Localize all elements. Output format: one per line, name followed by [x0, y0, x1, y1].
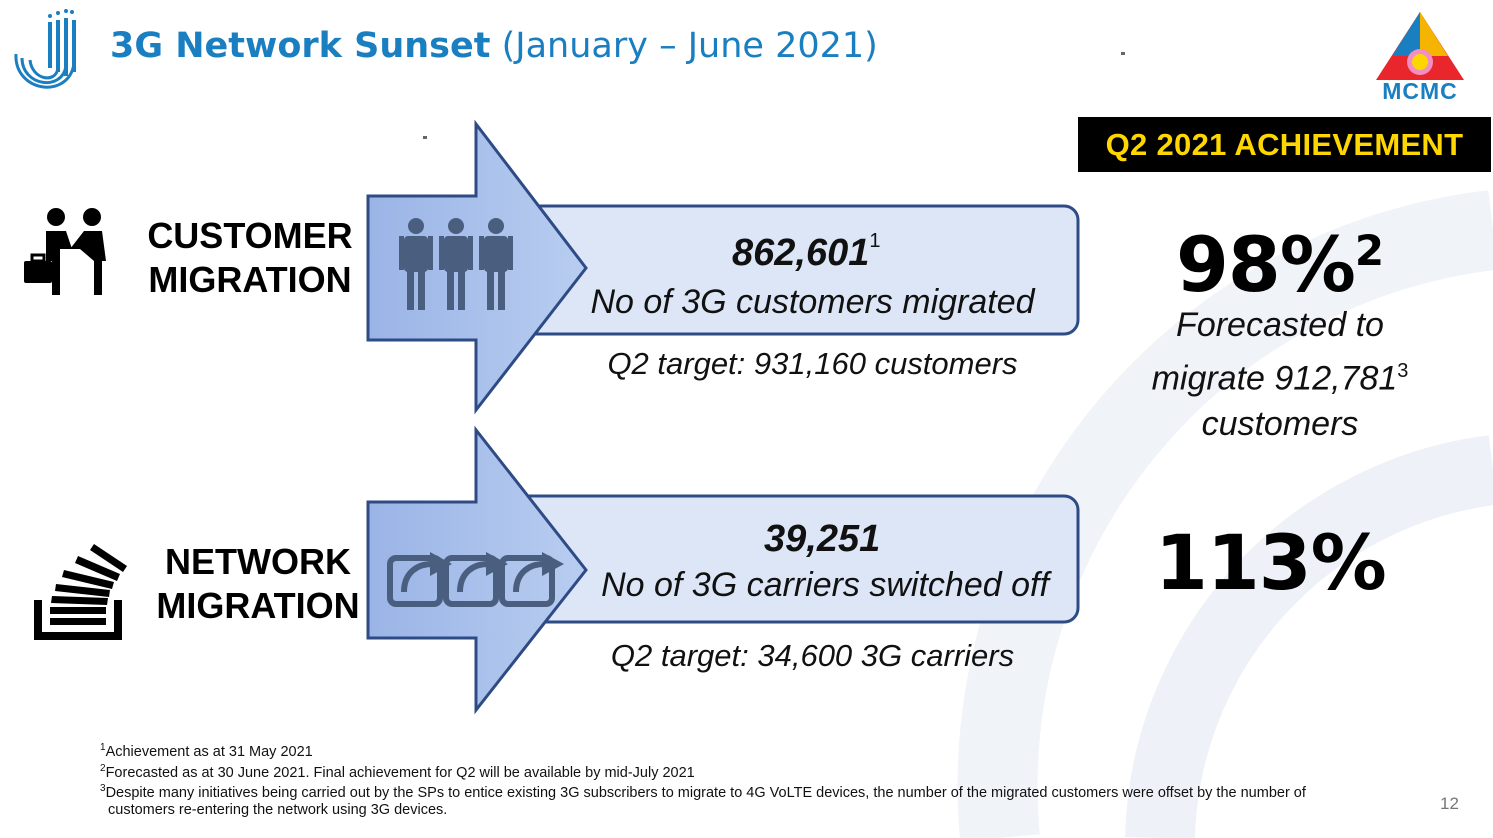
- footnote-3-text: Despite many initiatives being carried o…: [105, 784, 1306, 801]
- customer-label-line1: CUSTOMER: [147, 215, 353, 256]
- handshake-icon: [24, 208, 106, 295]
- carriers-switched-value: 39,251: [764, 518, 881, 560]
- customer-achievement-percent: 98%2: [1176, 220, 1384, 309]
- mcmc-logo-text: MCMC: [1382, 78, 1458, 104]
- footnote-3-number: 3: [100, 783, 106, 794]
- forecast-number: migrate 912,781: [1151, 359, 1398, 398]
- footnote-2: 2Forecasted as at 30 June 2021. Final ac…: [100, 759, 695, 783]
- footnote-ref-1: 1: [869, 230, 881, 253]
- forecast-line2: migrate 912,7813: [1110, 348, 1450, 401]
- customer-arrow: [366, 119, 588, 415]
- footnote-ref-3: 3: [1397, 360, 1409, 382]
- network-label-line2: MIGRATION: [156, 585, 360, 626]
- page-title: 3G Network Sunset (January – June 2021): [110, 26, 878, 66]
- footnote-1: 1Achievement as at 31 May 2021: [100, 738, 313, 762]
- forecast-line3: customers: [1201, 405, 1359, 444]
- customers-migrated-number: 862,601: [732, 232, 870, 274]
- decorative-dot: [423, 136, 427, 139]
- footnote-1-text: Achievement as at 31 May 2021: [105, 743, 313, 760]
- people-group-icon: [399, 218, 513, 310]
- footnote-2-text: Forecasted as at 30 June 2021. Final ach…: [105, 764, 695, 781]
- title-bold: 3G Network Sunset: [110, 26, 491, 66]
- customer-target: Q2 target: 931,160 customers: [607, 346, 1018, 381]
- network-achievement-percent: 113%: [1155, 518, 1387, 607]
- mcmc-logo: [1376, 12, 1464, 80]
- customers-migrated-value: 862,6011: [732, 230, 881, 275]
- stacked-network-icon: [34, 544, 127, 640]
- decorative-dot: [1121, 52, 1125, 55]
- footnote-1-number: 1: [100, 742, 106, 753]
- customers-migrated-description: No of 3G customers migrated: [590, 283, 1035, 321]
- title-date-range: (January – June 2021): [501, 26, 878, 66]
- page-number: 12: [1440, 794, 1459, 813]
- network-migration-label: NETWORK MIGRATION: [140, 540, 376, 628]
- forward-arrows-icon: [387, 555, 555, 607]
- customer-label-line2: MIGRATION: [148, 259, 352, 300]
- carriers-switched-description: No of 3G carriers switched off: [601, 566, 1049, 604]
- q2-achievement-badge: Q2 2021 ACHIEVEMENT: [1078, 117, 1491, 172]
- network-arrow: [366, 425, 588, 715]
- network-label-line1: NETWORK: [165, 541, 351, 582]
- customer-migration-label: CUSTOMER MIGRATION: [130, 214, 370, 302]
- footnote-ref-2: 2: [1354, 226, 1384, 275]
- digital-j-logo: [14, 9, 76, 89]
- footnote-3: 3Despite many initiatives being carried …: [100, 779, 1306, 803]
- forecast-line1: Forecasted to: [1176, 306, 1384, 344]
- network-target: Q2 target: 34,600 3G carriers: [610, 638, 1015, 673]
- footnote-3-continuation: customers re-entering the network using …: [108, 802, 448, 818]
- customer-achievement-number: 98%: [1176, 220, 1356, 309]
- footnote-2-number: 2: [100, 763, 106, 774]
- customer-forecast-text: Forecasted to migrate 912,7813 customers: [1110, 302, 1450, 447]
- customer-arrow-graphic: [366, 119, 1080, 415]
- network-arrow-graphic: [366, 425, 1080, 715]
